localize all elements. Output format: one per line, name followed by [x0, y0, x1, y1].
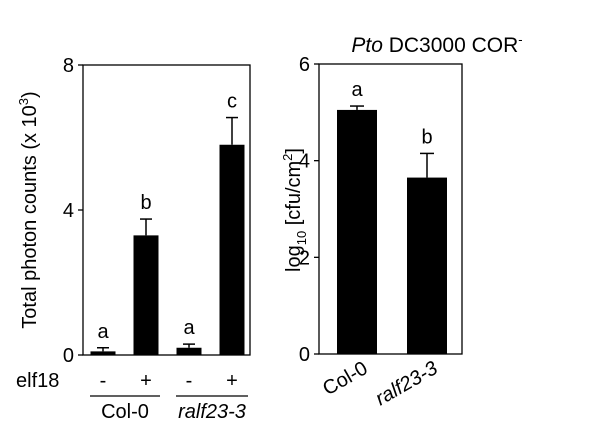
- chart1-treatment-label: elf18: [16, 370, 59, 392]
- chart2-y-tick-label: 6: [299, 54, 310, 76]
- chart2-bar: [407, 177, 447, 354]
- chart1-y-tick-label: 4: [63, 200, 74, 222]
- chart1-group-label: ralf23-3: [178, 401, 246, 423]
- chart1-bar: [219, 144, 245, 355]
- chart1-significance-letter: a: [97, 321, 109, 343]
- chart1-significance-letter: b: [140, 192, 151, 214]
- chart2-y-axis-label: log10 [cfu/cm2]: [280, 148, 309, 272]
- chart2-bar: [337, 109, 377, 355]
- chart2-y-tick-label: 4: [299, 151, 310, 173]
- chart2-category-label: ralf23-3: [372, 357, 442, 410]
- chart1-bar: [90, 351, 116, 355]
- chart1-treatment-value: +: [140, 370, 152, 392]
- chart2-significance-letter: b: [421, 126, 432, 148]
- chart2-frame: [318, 63, 463, 355]
- chart1-treatment-value: -: [100, 370, 107, 392]
- chart2-y-tick-label: 0: [299, 344, 310, 366]
- photon-count-chart: Total photon counts (x 103) elf18 0 4 8 a - b…: [16, 55, 251, 423]
- chart1-group-label: Col-0: [101, 401, 149, 423]
- chart1-y-tick-label: 0: [63, 345, 74, 367]
- chart1-y-tick-label: 8: [63, 55, 74, 77]
- chart1-y-axis-label: Total photon counts (x 103): [16, 91, 41, 328]
- chart2-y-tick-label: 2: [299, 247, 310, 269]
- chart1-treatment-value: +: [226, 370, 238, 392]
- chart2-title: Pto DC3000 COR-: [351, 32, 522, 57]
- chart2-significance-letter: a: [351, 79, 363, 101]
- bacterial-growth-chart: Pto DC3000 COR- log10 [cfu/cm2] 0 2 4 6 a Col…: [280, 32, 523, 410]
- chart1-bar: [133, 235, 159, 355]
- chart1-significance-letter: a: [183, 317, 195, 339]
- chart1-treatment-value: -: [186, 370, 193, 392]
- chart1-bar: [176, 347, 202, 355]
- chart1-significance-letter: c: [227, 91, 237, 113]
- chart2-category-label: Col-0: [319, 357, 371, 400]
